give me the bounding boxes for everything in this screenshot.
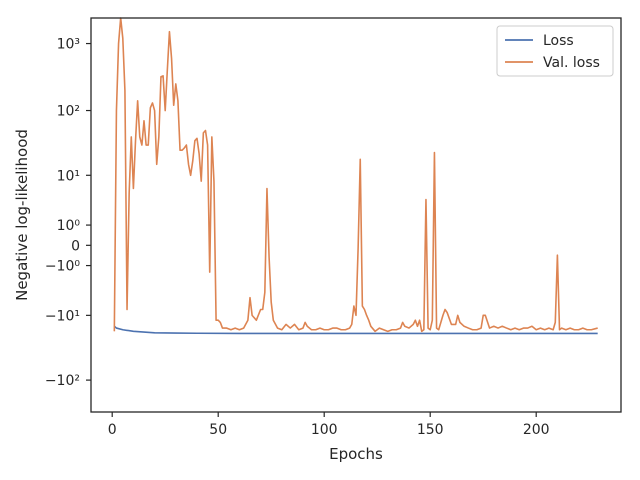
x-tick-label: 200 — [523, 422, 550, 438]
x-tick-label: 50 — [209, 422, 227, 438]
y-tick-label: −10¹ — [45, 308, 80, 324]
y-tick-label: 0 — [71, 238, 80, 254]
y-tick-label: −10⁰ — [45, 259, 81, 275]
y-tick-label: 10² — [57, 104, 80, 120]
y-axis-label: Negative log-likelihood — [13, 129, 31, 301]
legend-label-loss: Loss — [543, 33, 574, 49]
plot-lines — [113, 17, 598, 335]
y-tick-label: 10³ — [57, 37, 80, 53]
series-line-val-loss — [113, 17, 598, 333]
y-tick-label: 10¹ — [57, 168, 80, 184]
x-tick-label: 0 — [108, 422, 117, 438]
x-axis-label: Epochs — [329, 445, 383, 463]
series-line-loss — [113, 325, 598, 335]
y-tick-label: 10⁰ — [57, 218, 81, 234]
y-axis-ticks: 10³ 10² 10¹ 10⁰ 0 −10⁰ −10¹ −10² — [45, 37, 91, 389]
axes-frame — [90, 17, 622, 413]
x-tick-label: 150 — [417, 422, 444, 438]
x-tick-label: 100 — [311, 422, 338, 438]
legend-label-val-loss: Val. loss — [543, 55, 600, 71]
y-tick-label: −10² — [45, 373, 80, 389]
legend: Loss Val. loss — [496, 25, 614, 77]
legend-box — [496, 25, 614, 77]
x-axis-ticks: 0 50 100 150 200 — [108, 412, 550, 438]
